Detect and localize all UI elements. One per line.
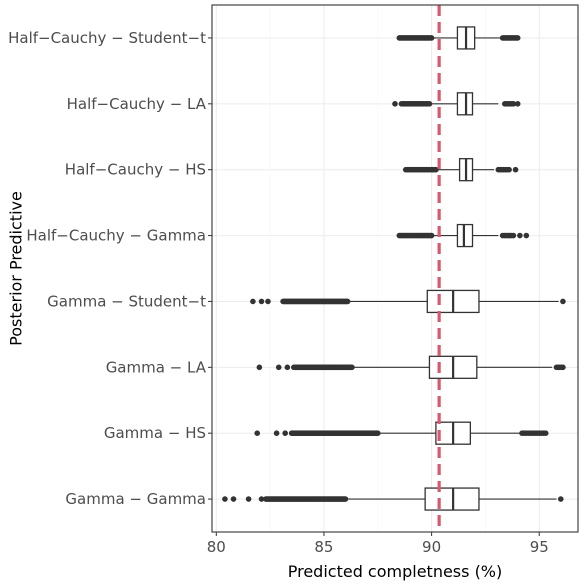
outlier-point: [510, 232, 517, 239]
y-tick-label: Gamma − LA: [106, 358, 207, 376]
outlier-point: [284, 364, 291, 371]
outlier-point: [258, 298, 265, 305]
outlier-point: [512, 166, 519, 173]
x-axis: 80 85 90 95: [207, 532, 549, 556]
boxplot-group: [396, 26, 521, 50]
outlier-point: [506, 166, 512, 173]
outlier-point: [342, 496, 349, 502]
x-tick-label: 95: [530, 538, 549, 556]
outlier-point: [230, 496, 237, 502]
boxplot-group: [402, 158, 519, 182]
boxplot-group: [222, 487, 564, 511]
outlier-point: [560, 364, 566, 371]
boxes-layer: [222, 26, 566, 511]
boxplot-group: [396, 223, 530, 248]
outlier-point: [428, 232, 435, 239]
x-axis-title: Predicted completness (%): [288, 562, 503, 581]
x-tick-label: 90: [422, 538, 441, 556]
outlier-point: [245, 496, 252, 502]
outlier-point: [433, 166, 439, 173]
panel-border: [211, 4, 579, 533]
outlier-point: [523, 232, 530, 239]
outlier-point: [392, 101, 398, 107]
y-axis: Half−Cauchy − Student−t Half−Cauchy − LA H…: [8, 29, 212, 508]
outlier-point: [256, 364, 263, 371]
outlier-point: [428, 35, 435, 41]
outlier-point: [222, 496, 228, 502]
y-tick-label: Half−Cauchy − HS: [65, 161, 206, 179]
boxplot-group: [254, 421, 549, 445]
outlier-point: [254, 430, 261, 436]
outlier-point: [514, 101, 521, 107]
outlier-point: [344, 298, 351, 305]
boxplot-group: [392, 92, 521, 116]
y-axis-title: Posterior Predictive: [7, 191, 26, 346]
outlier-point: [514, 35, 521, 41]
outlier-point: [250, 298, 256, 305]
outlier-point: [510, 101, 517, 107]
x-tick-label: 80: [207, 538, 226, 556]
outlier-point: [557, 496, 564, 502]
outlier-point: [265, 298, 271, 305]
outlier-point: [273, 430, 280, 436]
boxplot-group: [250, 289, 566, 314]
outlier-point: [374, 430, 381, 436]
outlier-point: [282, 430, 289, 436]
y-tick-label: Half−Cauchy − Gamma: [26, 227, 206, 245]
x-tick-label: 85: [314, 538, 333, 556]
y-tick-label: Gamma − Gamma: [65, 490, 206, 508]
outlier-point: [426, 101, 433, 107]
outlier-point: [542, 430, 549, 436]
y-tick-label: Half−Cauchy − Student−t: [8, 29, 206, 47]
outlier-point: [560, 298, 566, 305]
grid-layer: [212, 5, 578, 532]
y-tick-label: Gamma − HS: [104, 424, 206, 442]
outlier-point: [275, 364, 282, 371]
outlier-point: [349, 364, 355, 371]
y-tick-label: Gamma − Student−t: [47, 292, 206, 310]
boxplot-group: [256, 355, 566, 379]
outlier-point: [258, 496, 265, 502]
outlier-point: [517, 232, 523, 239]
y-tick-label: Half−Cauchy − LA: [67, 95, 207, 113]
